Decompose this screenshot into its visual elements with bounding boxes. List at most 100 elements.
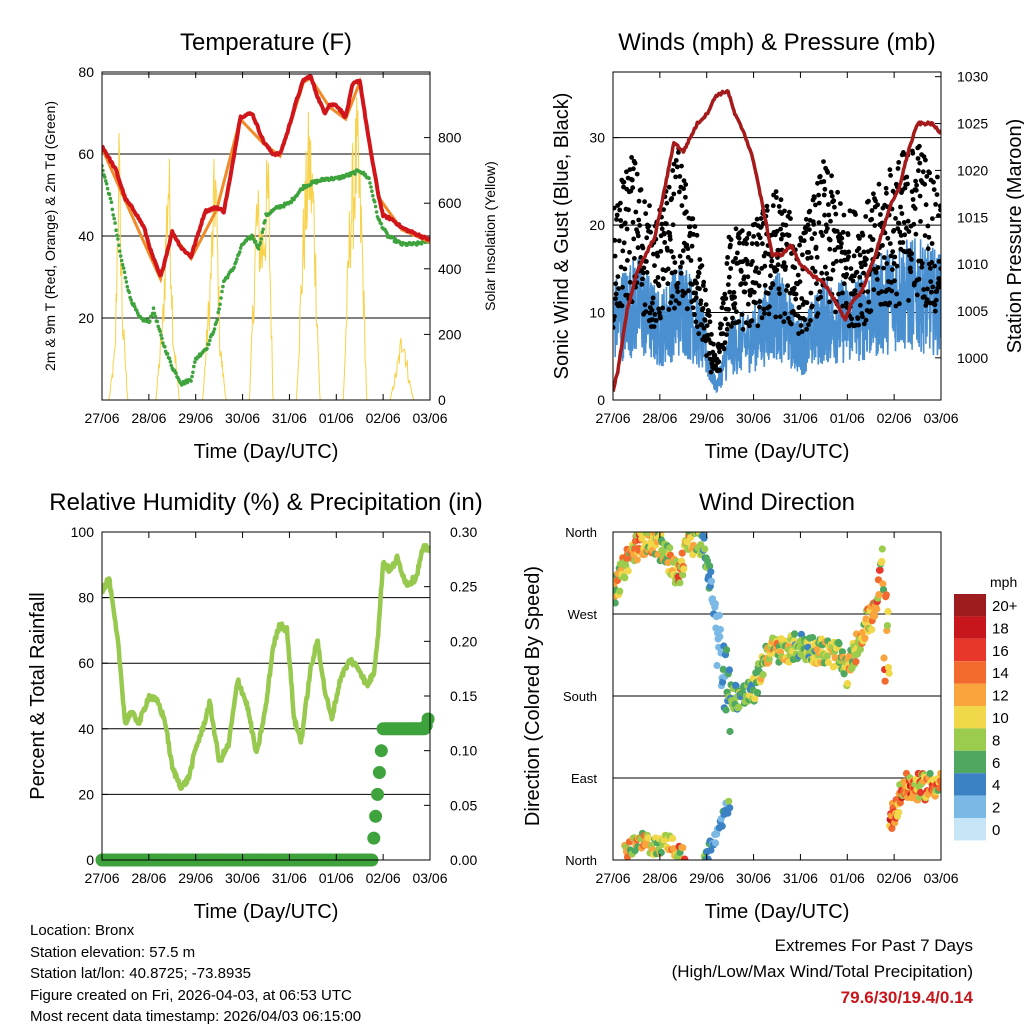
direction-point	[716, 633, 724, 641]
gust-point	[641, 265, 647, 271]
gust-point	[783, 222, 789, 228]
dewpoint-point	[165, 352, 170, 356]
gust-point	[731, 290, 737, 295]
gust-point	[656, 306, 662, 312]
gust-point	[857, 236, 862, 241]
gust-point	[866, 299, 872, 305]
gust-point	[678, 264, 683, 270]
gust-point	[644, 235, 650, 241]
gust-point	[773, 189, 779, 195]
colorbar-swatch-14	[954, 661, 986, 684]
y-right-tick-label: 0.30	[450, 524, 477, 540]
gust-point	[892, 278, 897, 284]
gust-point	[630, 185, 636, 191]
gust-point	[636, 198, 642, 204]
x-tick-label: 28/06	[642, 410, 677, 426]
gust-point	[857, 274, 863, 280]
direction-point	[707, 846, 715, 854]
x-tick-label: 03/06	[923, 870, 958, 886]
gust-point	[932, 263, 937, 269]
gust-point	[703, 287, 708, 293]
colorbar-swatch-2	[954, 795, 986, 818]
x-tick-label: 27/06	[595, 870, 630, 886]
direction-point	[846, 652, 854, 660]
gust-point	[929, 241, 935, 246]
direction-point	[666, 544, 674, 552]
y-tick-label: 60	[78, 146, 94, 162]
gust-point	[655, 253, 660, 259]
x-tick-label: 29/06	[689, 410, 724, 426]
gust-point	[673, 298, 679, 303]
direction-point	[870, 612, 879, 620]
colorbar-swatch-18	[954, 616, 986, 639]
gust-point	[938, 207, 941, 213]
x-tick-label: 28/06	[131, 410, 166, 426]
gust-point	[614, 217, 619, 222]
gust-point	[613, 317, 616, 323]
gust-point	[863, 214, 869, 219]
x-tick-label: 31/06	[272, 410, 307, 426]
gust-point	[891, 228, 897, 233]
gust-point	[876, 181, 882, 187]
gust-point	[724, 261, 730, 266]
gust-point	[759, 315, 765, 321]
x-axis-label: Time (Day/UTC)	[705, 441, 850, 463]
y-tick-label: 20	[589, 217, 605, 233]
gust-point	[930, 284, 936, 290]
x-tick-label: 03/06	[923, 410, 958, 426]
gust-point	[807, 208, 813, 214]
gust-point	[775, 262, 781, 268]
y-tick-label: 0	[597, 392, 605, 408]
gust-point	[796, 331, 801, 336]
direction-point	[712, 839, 720, 847]
y-right-tick-label: 1025	[957, 116, 988, 132]
gust-point	[879, 289, 884, 295]
dewpoint-point	[113, 221, 117, 225]
dewpoint-point	[153, 314, 158, 319]
x-tick-label: 31/06	[783, 410, 818, 426]
gust-point	[824, 271, 830, 276]
dewpoint-point	[261, 227, 266, 232]
gust-point	[792, 265, 798, 271]
y-right-tick-label: 1010	[957, 256, 988, 272]
gust-point	[899, 211, 905, 216]
panel-title: Winds (mph) & Pressure (mb)	[618, 29, 935, 56]
dewpoint-point	[129, 298, 133, 302]
gust-point	[697, 257, 703, 262]
gust-point	[726, 307, 731, 312]
gust-point	[910, 197, 916, 202]
dewpoint-point	[370, 189, 374, 193]
dewpoint-point	[234, 260, 238, 264]
gust-point	[785, 283, 791, 289]
gust-point	[754, 265, 759, 271]
gust-point	[684, 242, 690, 248]
gust-point	[914, 292, 920, 298]
gust-point	[762, 311, 767, 316]
dewpoint-point	[110, 207, 115, 212]
gust-point	[809, 236, 815, 242]
gust-point	[655, 275, 661, 280]
gust-point	[733, 226, 739, 232]
direction-point	[936, 784, 941, 792]
dewpoint-point	[190, 374, 194, 379]
gust-point	[764, 203, 770, 209]
y-tick-label: 10	[589, 305, 605, 321]
dewpoint-point	[148, 319, 152, 324]
colorbar-swatch-8	[954, 728, 986, 751]
direction-point	[726, 804, 734, 812]
dewpoint-point	[369, 185, 373, 189]
gust-point	[646, 223, 652, 229]
gust-point	[666, 184, 672, 190]
colorbar-swatch-20	[954, 594, 986, 617]
gust-point	[911, 221, 917, 227]
dewpoint-point	[225, 275, 230, 280]
direction-point	[724, 809, 732, 817]
gust-point	[898, 204, 903, 210]
gust-point	[874, 277, 880, 282]
gust-point	[895, 166, 901, 171]
dewpoint-point	[216, 310, 220, 315]
gust-point	[757, 235, 763, 241]
gust-point	[881, 265, 886, 271]
gust-point	[927, 266, 933, 271]
gust-point	[834, 228, 840, 234]
